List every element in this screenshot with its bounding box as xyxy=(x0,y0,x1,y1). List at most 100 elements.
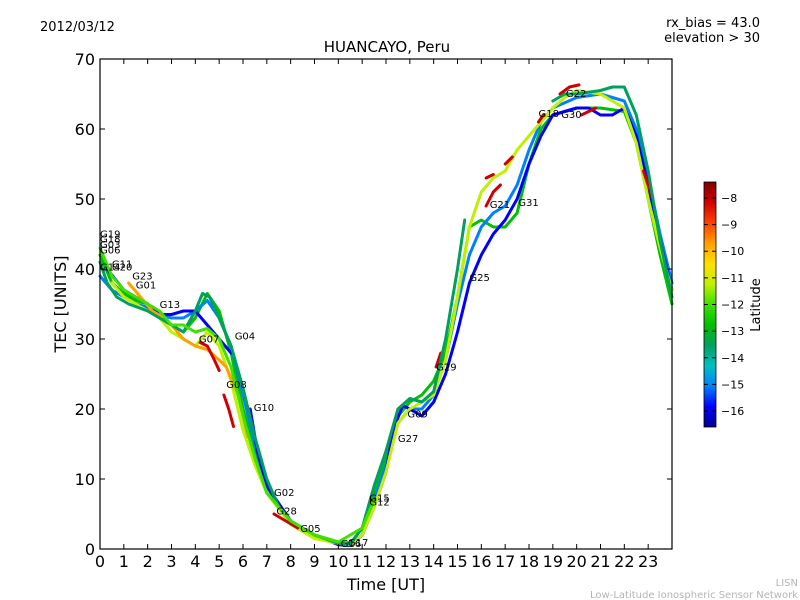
satellite-label: G13 xyxy=(160,300,180,311)
series-line-s2 xyxy=(98,92,674,547)
colorbar-tick-label: −8 xyxy=(721,192,737,205)
x-tick-label: 11 xyxy=(352,552,372,571)
x-tick-label: 8 xyxy=(286,552,296,571)
satellite-label: G15 xyxy=(369,493,389,504)
satellite-label: G30 xyxy=(561,110,581,121)
series-line-s7 xyxy=(198,341,221,372)
x-tick-label: 6 xyxy=(238,552,248,571)
x-tick-label: 2 xyxy=(143,552,153,571)
x-tick-label: 18 xyxy=(519,552,539,571)
satellite-label: G03 xyxy=(100,240,120,251)
y-tick-label: 60 xyxy=(75,120,95,139)
series-line-s4 xyxy=(248,106,674,547)
satellite-label: G18 xyxy=(539,109,559,120)
series-line-s18 xyxy=(98,218,467,546)
x-axis: 0 1 2 3 4 5 6 7 8 9 10 11 12 13 14 15 16 17 18 19 20 21 22 23 xyxy=(95,59,658,571)
footer-long: Low-Latitude Ionospheric Sensor Network xyxy=(590,590,798,600)
x-tick-label: 0 xyxy=(95,552,105,571)
series-line-s8 xyxy=(222,393,235,428)
x-tick-label: 16 xyxy=(471,552,491,571)
series-line-s10 xyxy=(434,351,443,369)
series-line-s14 xyxy=(579,106,598,117)
colorbar-label: Latitude xyxy=(749,278,764,332)
y-tick-label: 40 xyxy=(75,260,95,279)
x-tick-label: 12 xyxy=(376,552,396,571)
satellite-label: G07 xyxy=(199,335,219,346)
satellite-label: G17 xyxy=(348,538,368,549)
satellite-label: G31 xyxy=(518,198,538,209)
series-layer xyxy=(98,83,674,547)
y-tick-label: 70 xyxy=(75,50,95,69)
satellite-label: G10 xyxy=(254,403,274,414)
satellite-label: G22 xyxy=(566,89,586,100)
elevation-annotation: elevation > 30 xyxy=(664,31,760,46)
y-tick-label: 0 xyxy=(85,540,95,559)
chart-title: HUANCAYO, Peru xyxy=(324,38,450,56)
satellite-label: G11 xyxy=(112,260,132,271)
series-line-s11 xyxy=(484,183,502,208)
satellite-label: G08 xyxy=(226,380,246,391)
satellite-label: G01 xyxy=(136,281,156,292)
y-axis-label: TEC [UNITS] xyxy=(51,256,70,354)
colorbar-tick-label: −15 xyxy=(721,378,744,391)
satellite-label: G04 xyxy=(235,332,255,343)
satellite-label: G18 xyxy=(100,234,120,245)
x-tick-label: 15 xyxy=(447,552,467,571)
x-tick-label: 13 xyxy=(400,552,420,571)
footer-short: LISN xyxy=(776,578,798,589)
colorbar-tick-label: −10 xyxy=(721,245,744,258)
colorbar-tick-label: −16 xyxy=(721,405,744,418)
x-tick-label: 5 xyxy=(214,552,224,571)
satellite-label: G28 xyxy=(276,507,296,518)
x-tick-label: 4 xyxy=(190,552,200,571)
x-tick-label: 22 xyxy=(614,552,634,571)
y-tick-label: 10 xyxy=(75,470,95,489)
rx-bias-annotation: rx_bias = 43.0 xyxy=(666,16,760,31)
x-tick-label: 23 xyxy=(638,552,658,571)
x-tick-label: 14 xyxy=(423,552,443,571)
x-tick-label: 19 xyxy=(543,552,563,571)
satellite-label: G02 xyxy=(274,488,294,499)
series-line-s13 xyxy=(503,155,514,166)
series-line-s16 xyxy=(537,113,545,124)
colorbar-ticks: −8 −9 −10 −11 −12 −13 −14 −15 −16 xyxy=(704,192,744,418)
x-tick-label: 7 xyxy=(262,552,272,571)
y-tick-label: 20 xyxy=(75,400,95,419)
colorbar-tick-label: −9 xyxy=(721,219,737,232)
x-tick-label: 1 xyxy=(119,552,129,571)
colorbar-tick-label: −11 xyxy=(721,272,744,285)
satellite-label: G09 xyxy=(407,409,427,420)
satellite-label: G23 xyxy=(132,272,152,283)
satellite-label: G16 xyxy=(341,539,361,550)
x-tick-label: 21 xyxy=(590,552,610,571)
satellite-label: G25 xyxy=(469,273,489,284)
colorbar-tick-label: −14 xyxy=(721,352,744,365)
satellite-label: G14 xyxy=(100,262,120,273)
colorbar-tick-label: −13 xyxy=(721,325,744,338)
satellite-label: G05 xyxy=(300,524,320,535)
satellite-label: G21 xyxy=(490,200,510,211)
series-line-s12 xyxy=(484,173,495,180)
satellite-label: G20 xyxy=(112,262,132,273)
x-tick-label: 20 xyxy=(566,552,586,571)
series-line-s6 xyxy=(127,281,250,439)
satellite-label: G12 xyxy=(369,498,389,509)
x-tick-label: 10 xyxy=(328,552,348,571)
series-line-s19 xyxy=(551,85,674,299)
y-tick-label: 50 xyxy=(75,190,95,209)
x-tick-label: 3 xyxy=(166,552,176,571)
x-axis-label: Time [UT] xyxy=(346,575,425,594)
y-axis: 0 10 20 30 40 50 60 70 xyxy=(75,50,672,559)
satellite-label: G27 xyxy=(398,434,418,445)
colorbar-tick-label: −12 xyxy=(721,299,744,312)
series-line-s15 xyxy=(558,83,581,96)
x-tick-label: 9 xyxy=(309,552,319,571)
satellite-label: G06 xyxy=(100,246,120,257)
x-tick-label: 17 xyxy=(495,552,515,571)
date-label: 2012/03/12 xyxy=(40,20,115,35)
satellite-label: G19 xyxy=(100,230,120,241)
series-line-s20 xyxy=(98,246,376,544)
series-line-s9 xyxy=(272,512,300,530)
